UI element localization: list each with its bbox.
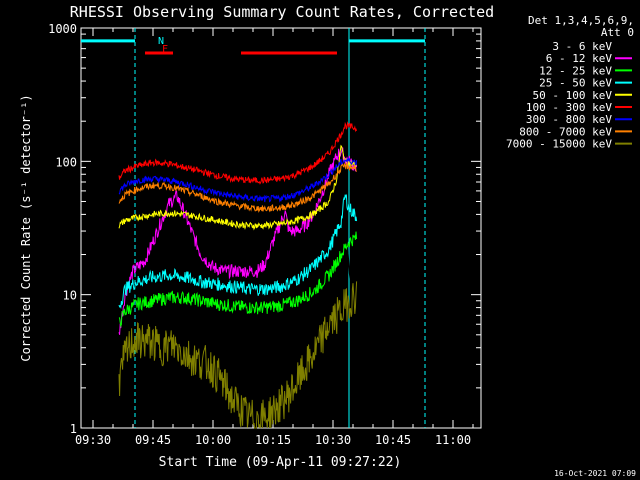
marker-n: N [158, 36, 164, 47]
legend-label: 300 - 800 keV [526, 113, 612, 126]
plot-border [80, 27, 482, 429]
legend-header-1: Det 1,3,4,5,6,9, [528, 14, 634, 27]
legend-label: 3 - 6 keV [552, 40, 612, 53]
legend-header-2: Att 0 [601, 26, 634, 39]
series-layer [118, 121, 358, 429]
y-tick-label: 100 [55, 155, 77, 169]
timestamp: 16-Oct-2021 07:09 [554, 469, 636, 478]
legend-label: 12 - 25 keV [539, 64, 612, 77]
legend-label: 25 - 50 keV [539, 77, 612, 90]
marker-f: F [162, 44, 168, 55]
legend-label: 6 - 12 keV [546, 52, 613, 65]
legend-label: 50 - 100 keV [533, 89, 613, 102]
x-axis-label: Start Time (09-Apr-11 09:27:22) [159, 455, 402, 470]
chart-title: RHESSI Observing Summary Count Rates, Co… [70, 3, 494, 21]
series-line-9 [118, 281, 358, 429]
x-tick-label: 10:15 [255, 433, 291, 447]
x-tick-label: 09:45 [135, 433, 171, 447]
x-tick-label: 10:45 [375, 433, 411, 447]
series-line-3 [118, 231, 358, 329]
series-line-1 [118, 157, 358, 365]
x-tick-label: 10:00 [195, 433, 231, 447]
series-line-8 [118, 162, 358, 213]
legend-label: 800 - 7000 keV [519, 125, 612, 138]
legend-label: 7000 - 15000 keV [506, 138, 612, 151]
x-tick-label: 09:30 [75, 433, 111, 447]
series-line-7 [118, 157, 358, 203]
series-line-4 [118, 193, 358, 310]
y-tick-label: 1 [70, 422, 77, 436]
x-tick-label: 11:00 [435, 433, 471, 447]
series-line-5 [118, 144, 357, 231]
series-line-6 [118, 121, 358, 185]
legend-label: 100 - 300 keV [526, 101, 612, 114]
x-tick-label: 10:30 [315, 433, 351, 447]
plot-frame: 09:30 09:45 10:00 10:15 10:30 10:45 11:00 1 10 10… [48, 22, 482, 447]
y-tick-label: 10 [63, 289, 77, 303]
series-line-2 [118, 146, 358, 335]
y-axis-label: Corrected Count Rate (s⁻¹ detector⁻¹) [19, 94, 33, 361]
y-tick-label: 1000 [48, 22, 77, 36]
